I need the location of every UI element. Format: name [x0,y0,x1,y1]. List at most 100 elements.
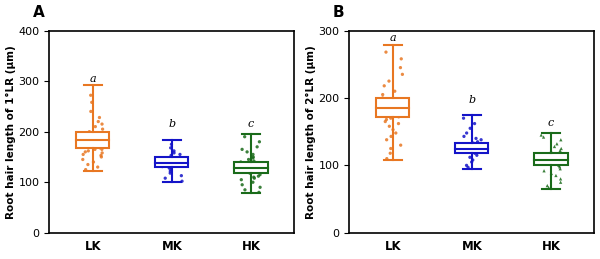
Point [552,142,562,146]
Point [469,142,479,147]
Point [391,131,401,135]
Point [173,159,183,163]
Point [94,135,104,139]
Point [245,171,254,175]
Point [383,113,392,118]
Point [86,93,95,97]
Point [161,161,171,165]
Point [166,169,175,173]
Point [255,161,265,165]
Point [83,135,93,139]
Point [97,151,107,155]
Y-axis label: Root hair length of 1°LR (μm): Root hair length of 1°LR (μm) [5,45,16,219]
Point [470,151,479,155]
Point [95,116,104,120]
Point [462,131,472,135]
Point [551,174,561,178]
Point [385,151,395,155]
Point [550,145,559,149]
Point [468,158,478,162]
Point [94,140,103,144]
Point [556,158,566,162]
Point [253,164,263,168]
Point [556,167,565,171]
Text: A: A [32,5,44,20]
Point [94,119,103,124]
Point [86,109,95,113]
Point [255,169,265,173]
Point [463,146,473,150]
Point [473,140,482,144]
Point [254,162,264,166]
Point [237,147,247,152]
Point [382,156,392,161]
Point [81,141,91,145]
Point [80,139,90,143]
Point [172,163,181,168]
Point [93,134,103,138]
Point [88,142,97,146]
Point [169,149,179,153]
Point [538,160,548,164]
Point [380,112,389,116]
Point [248,180,258,184]
Point [158,160,167,164]
Point [88,136,97,140]
Point [95,146,105,150]
Bar [535,153,568,166]
Point [469,143,479,147]
Point [255,185,265,189]
Point [394,121,403,126]
Point [87,100,97,104]
Point [554,163,563,168]
Point [388,128,398,132]
Point [539,169,549,173]
Bar [76,132,109,148]
Point [464,146,474,150]
Point [390,89,400,93]
Point [556,146,566,150]
Point [547,153,556,157]
Point [466,126,475,130]
Point [476,138,486,142]
Point [386,116,395,120]
Point [472,153,482,157]
Point [157,164,167,169]
Point [547,150,556,154]
Point [242,167,252,171]
Point [378,92,388,97]
Point [464,144,473,148]
Point [460,148,469,153]
Point [383,107,393,111]
Point [159,158,169,162]
Point [256,165,265,169]
Point [250,170,259,174]
Point [254,174,263,178]
Point [549,156,559,161]
Point [83,149,93,153]
Point [242,150,252,154]
Point [249,159,259,163]
Point [92,132,102,136]
Point [166,168,176,172]
Point [552,156,562,160]
Bar [155,157,188,167]
Point [470,121,479,126]
Point [545,157,554,161]
Point [254,190,264,195]
Point [163,157,172,162]
Point [78,139,88,143]
Point [91,137,101,141]
Point [395,66,405,70]
Point [236,162,245,167]
Point [378,96,388,100]
Point [250,176,259,180]
Point [85,131,94,135]
Bar [376,98,409,117]
Point [167,155,177,159]
Point [542,184,552,188]
Point [240,135,250,139]
Point [396,143,406,147]
Point [78,157,88,162]
Point [555,165,565,169]
